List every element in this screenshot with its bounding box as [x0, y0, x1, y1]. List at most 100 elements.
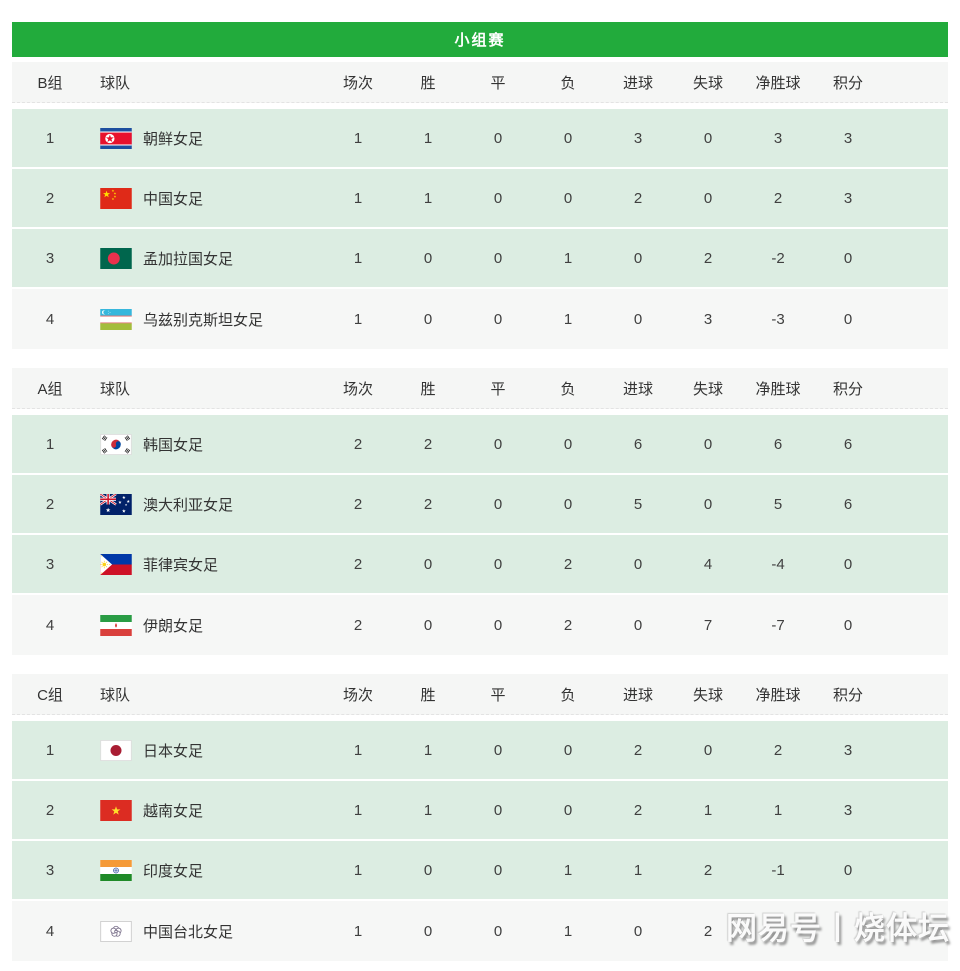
- stat-cell: 0: [843, 555, 853, 573]
- column-header: 平: [490, 380, 506, 398]
- column-header: 积分: [832, 686, 863, 704]
- stat-cell: 3: [843, 801, 853, 819]
- column-header: 进球: [622, 74, 653, 92]
- stat-cell: 1: [353, 922, 363, 940]
- flag-china-icon: [100, 187, 132, 209]
- team-cell: 朝鲜女足: [88, 127, 323, 149]
- stat-cell: 4: [703, 555, 713, 573]
- stat-cell: 0: [493, 922, 503, 940]
- column-header: 场次: [342, 686, 373, 704]
- table-row: 4 伊朗女足 2 0 0 2 0 7 -7 0: [12, 595, 948, 655]
- watermark: 网易号丨烧体坛: [726, 911, 950, 946]
- stat-cell: 1: [353, 741, 363, 759]
- stat-cell: 0: [633, 555, 643, 573]
- stat-cell: 0: [563, 741, 573, 759]
- stat-cell: 0: [633, 310, 643, 328]
- group-label: B组: [37, 74, 63, 92]
- column-header: 负: [560, 74, 576, 92]
- team-name: 中国女足: [143, 190, 204, 208]
- stat-cell: 1: [563, 861, 573, 879]
- team-name: 孟加拉国女足: [143, 250, 234, 268]
- rank-cell: 3: [45, 555, 55, 573]
- team-cell: 菲律宾女足: [88, 553, 323, 575]
- column-header-team: 球队: [100, 686, 131, 704]
- column-header: 净胜球: [755, 74, 801, 92]
- flag-uzbekistan-icon: [100, 308, 132, 330]
- group-table-c: C组 球队 场次 胜 平 负 进球 失球 净胜球 积分 1 日本女足 1 1 0…: [12, 674, 948, 961]
- table-row: 1 日本女足 1 1 0 0 2 0 2 3: [12, 721, 948, 781]
- column-header-team: 球队: [100, 74, 131, 92]
- stat-cell: 6: [843, 435, 853, 453]
- stat-cell: 6: [843, 495, 853, 513]
- rank-cell: 2: [45, 801, 55, 819]
- table-header-row: C组 球队 场次 胜 平 负 进球 失球 净胜球 积分: [12, 674, 948, 715]
- team-name: 日本女足: [143, 742, 204, 760]
- column-header: 负: [560, 686, 576, 704]
- stat-cell: 0: [563, 495, 573, 513]
- flag-japan-icon: [100, 739, 132, 761]
- stat-cell: 0: [423, 616, 433, 634]
- stat-cell: 2: [423, 495, 433, 513]
- rank-cell: 3: [45, 861, 55, 879]
- stat-cell: 1: [773, 801, 783, 819]
- group-table-a: A组 球队 场次 胜 平 负 进球 失球 净胜球 积分 1: [12, 368, 948, 655]
- stat-cell: 0: [423, 922, 433, 940]
- stat-cell: 0: [493, 616, 503, 634]
- team-name: 韩国女足: [143, 436, 204, 454]
- stat-cell: 0: [633, 922, 643, 940]
- stat-cell: 0: [703, 129, 713, 147]
- stat-cell: 3: [703, 310, 713, 328]
- stat-cell: 2: [633, 801, 643, 819]
- stat-cell: 0: [423, 861, 433, 879]
- stat-cell: 2: [563, 616, 573, 634]
- stat-cell: 0: [703, 189, 713, 207]
- stat-cell: 1: [353, 189, 363, 207]
- table-row: 4 中国台北女足 1 0 0 1 0 2: [12, 901, 948, 961]
- stat-cell: 3: [773, 129, 783, 147]
- stat-cell: 2: [353, 555, 363, 573]
- stat-cell: 6: [773, 435, 783, 453]
- stat-cell: 0: [703, 741, 713, 759]
- stat-cell: 0: [493, 555, 503, 573]
- stat-cell: 1: [423, 189, 433, 207]
- rank-cell: 1: [45, 129, 55, 147]
- team-cell: 伊朗女足: [88, 614, 323, 636]
- rank-cell: 3: [45, 249, 55, 267]
- team-name: 澳大利亚女足: [143, 496, 234, 514]
- stat-cell: 0: [843, 861, 853, 879]
- column-header: 失球: [692, 380, 723, 398]
- stat-cell: 0: [423, 310, 433, 328]
- table-row: 1 朝鲜女足 1 1 0 0 3 0 3 3: [12, 109, 948, 169]
- rank-cell: 2: [45, 189, 55, 207]
- stat-cell: 0: [563, 435, 573, 453]
- stat-cell: 0: [493, 189, 503, 207]
- stat-cell: 1: [703, 801, 713, 819]
- flag-india-icon: [100, 859, 132, 881]
- stat-cell: 0: [843, 616, 853, 634]
- column-header-team: 球队: [100, 380, 131, 398]
- stat-cell: 2: [423, 435, 433, 453]
- stat-cell: 3: [843, 741, 853, 759]
- rank-cell: 4: [45, 616, 55, 634]
- column-header: 积分: [832, 74, 863, 92]
- table-row: 3 印度女足 1 0 0 1 1 2 -1 0: [12, 841, 948, 901]
- stat-cell: 2: [703, 249, 713, 267]
- stat-cell: 0: [423, 249, 433, 267]
- column-header: 失球: [692, 74, 723, 92]
- stat-cell: 1: [353, 249, 363, 267]
- column-header: 积分: [832, 380, 863, 398]
- table-header-row: A组 球队 场次 胜 平 负 进球 失球 净胜球 积分: [12, 368, 948, 409]
- stat-cell: 5: [633, 495, 643, 513]
- stat-cell: 0: [843, 310, 853, 328]
- column-header: 进球: [622, 380, 653, 398]
- flag-south-korea-icon: [100, 433, 132, 455]
- stat-cell: -3: [771, 310, 785, 328]
- team-cell: 韩国女足: [88, 433, 323, 455]
- team-name: 越南女足: [143, 802, 204, 820]
- stat-cell: 0: [843, 249, 853, 267]
- column-header: 平: [490, 686, 506, 704]
- stat-cell: 2: [353, 616, 363, 634]
- team-cell: 越南女足: [88, 799, 323, 821]
- stat-cell: 0: [563, 801, 573, 819]
- flag-north-korea-icon: [100, 127, 132, 149]
